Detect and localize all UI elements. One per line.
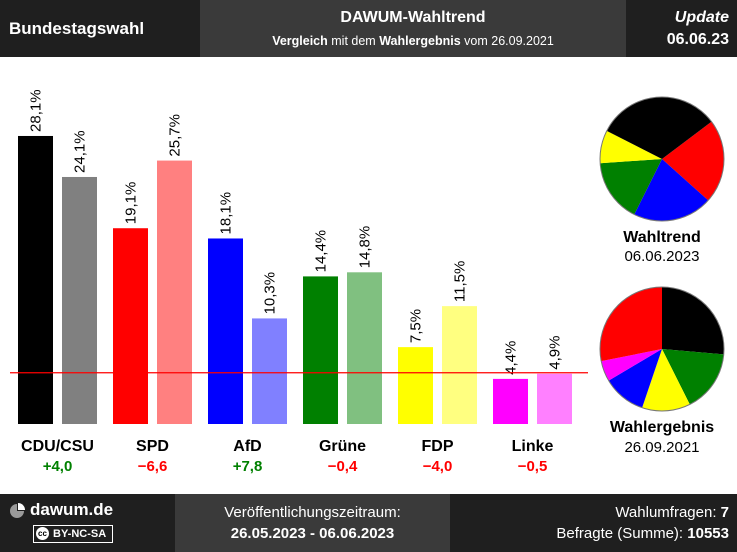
pie-result-title: Wahlergebnis (609, 419, 715, 436)
bar-afd-wahlergebnis (252, 318, 287, 424)
category-label-gr-ne: Grüne (319, 438, 366, 455)
pie-slice-wahlergebnis-fdp (642, 349, 690, 411)
category-label-spd: SPD (136, 438, 169, 455)
footer-right: Wahlumfragen: 7 Befragte (Summe): 10553 (450, 494, 737, 552)
pie-slice-wahlergebnis-gr-ne (662, 349, 724, 405)
pie-slice-wahltrend-gr-ne (600, 159, 662, 215)
category-label-linke: Linke (512, 438, 554, 455)
bar-spd-wahltrend (113, 228, 148, 424)
update-label: Update (674, 9, 729, 26)
pie-slice-wahltrend-fdp (600, 130, 662, 164)
category-label-fdp: FDP (422, 438, 454, 455)
difference-label-fdp: −4,0 (423, 458, 453, 475)
value-label-fdp-wahltrend: 7,5% (408, 309, 425, 343)
value-label-linke-wahlergebnis: 4,9% (547, 336, 564, 370)
pie-chart-wahlergebnis (599, 286, 725, 412)
value-label-afd-wahltrend: 18,1% (218, 192, 235, 235)
pie-slice-wahltrend-cdu-csu (606, 97, 712, 159)
pie-slice-wahlergebnis-linke (601, 349, 662, 381)
footer-center: Veröffentlichungszeitraum: 26.05.2023 - … (175, 494, 450, 552)
header-left: Bundestagswahl (0, 0, 200, 57)
difference-label-cdu-csu: +4,0 (43, 458, 73, 475)
value-label-spd-wahltrend: 19,1% (123, 182, 140, 225)
value-label-cdu-csu-wahlergebnis: 24,1% (72, 130, 89, 173)
difference-label-linke: −0,5 (518, 458, 548, 475)
pie-slice-wahlergebnis-spd (600, 287, 662, 362)
pie-trend-title: Wahltrend (623, 229, 701, 246)
pie-slice-wahlergebnis-cdu-csu (662, 287, 724, 355)
category-label-cdu-csu: CDU/CSU (21, 438, 94, 455)
footer-left: dawum.de cc BY-NC-SA (0, 494, 175, 552)
bar-fdp-wahlergebnis (442, 306, 477, 424)
chart-subtitle: Vergleich mit dem Wahlergebnis vom 26.09… (272, 34, 554, 48)
value-label-cdu-csu-wahltrend: 28,1% (28, 89, 45, 132)
update-date: 06.06.23 (666, 31, 729, 48)
header-center: DAWUM-Wahltrend Vergleich mit dem Wahler… (200, 0, 626, 57)
pie-slice-wahltrend-afd (634, 159, 709, 221)
pie-result-date: 26.09.2021 (624, 439, 700, 456)
bar-afd-wahltrend (208, 238, 243, 424)
brand-link[interactable]: dawum.de (30, 500, 114, 519)
pie-outline-wahltrend (599, 96, 725, 222)
pie-trend-date: 06.06.2023 (624, 248, 700, 265)
period-value: 26.05.2023 - 06.06.2023 (230, 525, 395, 542)
polls-count: Wahlumfragen: 7 (615, 504, 729, 521)
bar-cdu-csu-wahlergebnis (62, 176, 97, 424)
difference-label-spd: −6,6 (138, 458, 168, 475)
bar-gr-ne-wahlergebnis (347, 272, 382, 424)
value-label-linke-wahltrend: 4,4% (503, 341, 520, 375)
difference-label-afd: +7,8 (233, 458, 263, 475)
bar-linke-wahlergebnis (537, 373, 572, 424)
difference-label-gr-ne: −0,4 (328, 458, 358, 475)
dawum-logo-icon (10, 503, 25, 518)
category-label-afd: AfD (233, 438, 261, 455)
value-label-gr-ne-wahlergebnis: 14,8% (357, 226, 374, 269)
bar-fdp-wahltrend (398, 347, 433, 424)
period-label: Veröffentlichungszeitraum: (224, 504, 401, 521)
header-right: Update 06.06.23 (626, 0, 737, 57)
value-label-gr-ne-wahltrend: 14,4% (313, 230, 330, 273)
bar-cdu-csu-wahltrend (18, 135, 53, 424)
pie-slice-wahltrend-spd (662, 121, 724, 201)
pie-chart-wahltrend (599, 96, 725, 222)
value-label-fdp-wahlergebnis: 11,5% (452, 261, 469, 302)
chart-title: DAWUM-Wahltrend (340, 9, 486, 26)
pie-outline-wahlergebnis (599, 286, 725, 412)
cc-icon: cc (36, 527, 49, 540)
value-label-afd-wahlergebnis: 10,3% (262, 272, 279, 315)
election-title: Bundestagswahl (9, 19, 145, 38)
value-label-spd-wahlergebnis: 25,7% (167, 114, 184, 157)
bar-linke-wahltrend (493, 378, 528, 424)
pie-slice-wahlergebnis-afd (608, 349, 662, 408)
bar-spd-wahlergebnis (157, 160, 192, 424)
bar-gr-ne-wahltrend (303, 276, 338, 424)
license-badge[interactable]: cc BY-NC-SA (33, 525, 114, 543)
bar-chart: 28,1% 24,1% CDU/CSU +4,0 19,1% 25,7% SPD −6,6 18… (10, 89, 588, 475)
respondents-count: Befragte (Summe): 10553 (556, 525, 729, 542)
